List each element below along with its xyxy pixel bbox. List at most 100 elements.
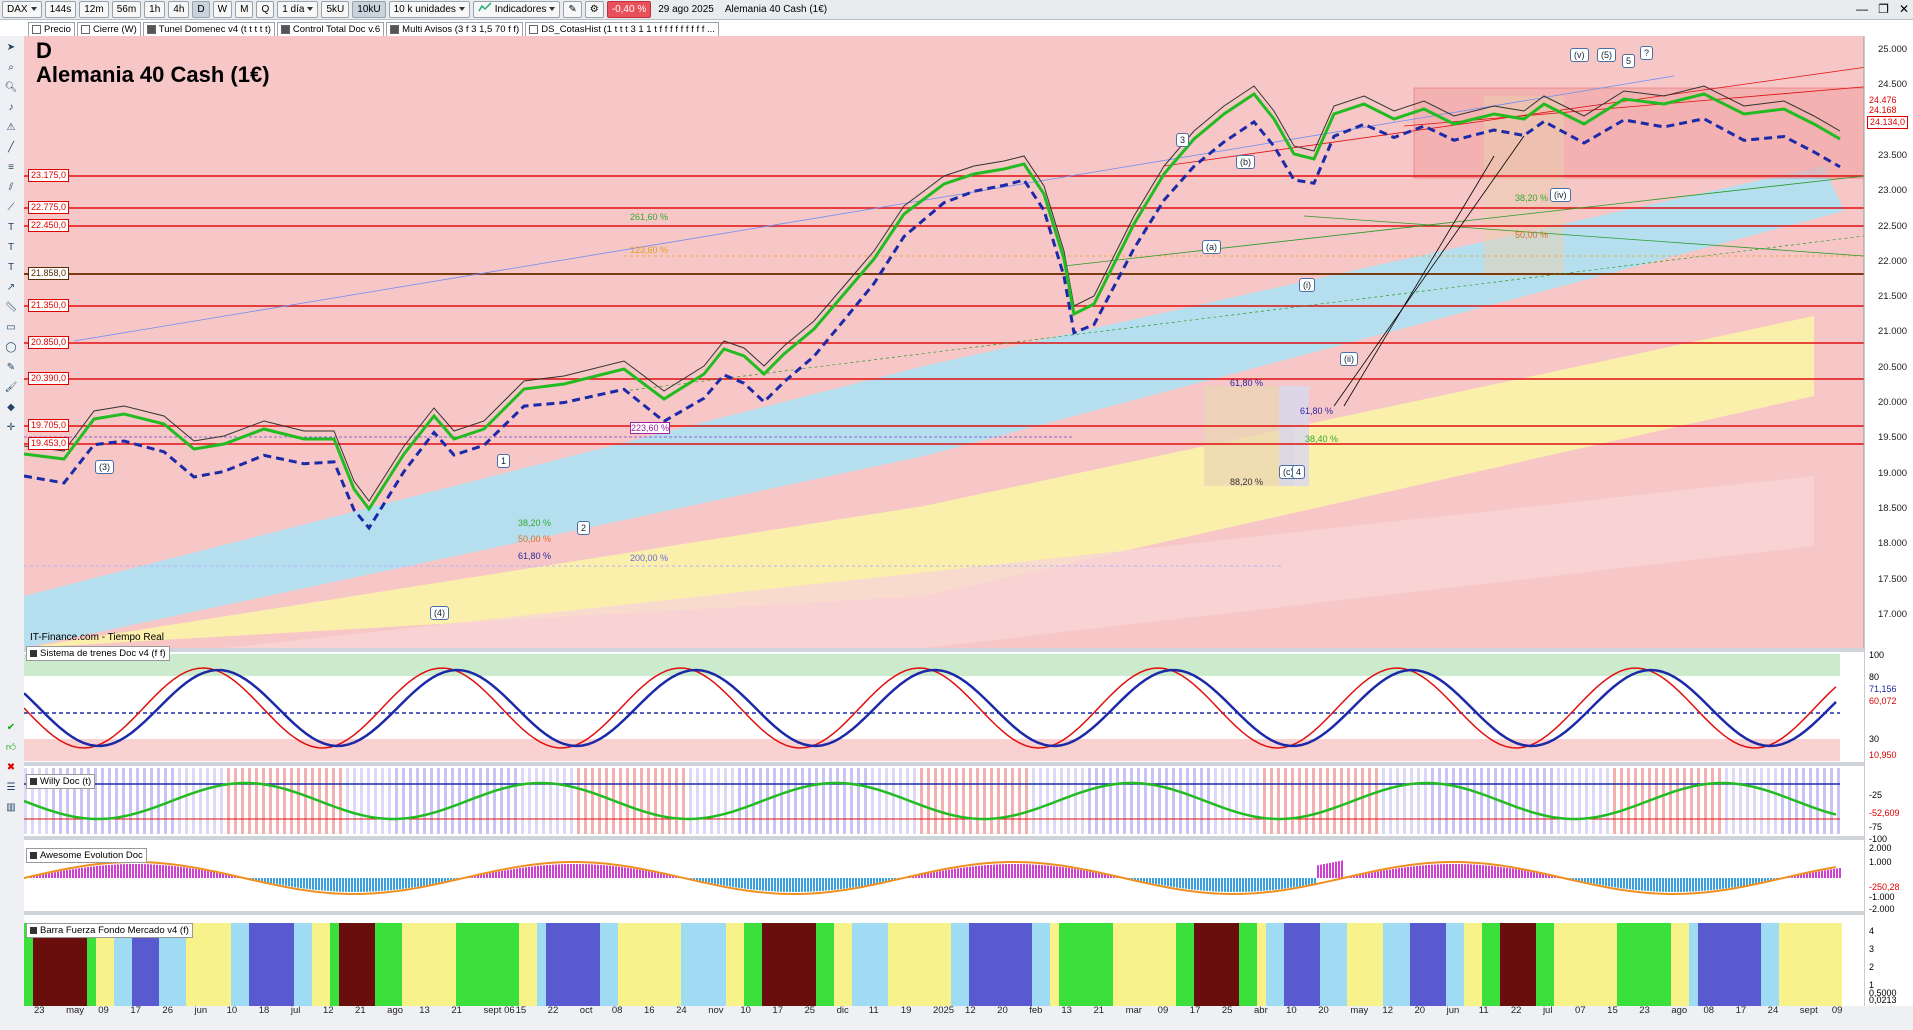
- level-tag[interactable]: 20.390,0: [28, 372, 70, 385]
- bar-chart-icon[interactable]: ▥: [6, 801, 16, 813]
- checkbox-icon[interactable]: [529, 24, 539, 34]
- checkbox-icon[interactable]: [30, 927, 37, 934]
- indicators-button[interactable]: Indicadores: [472, 1, 561, 18]
- timeframe-12m[interactable]: 12m: [79, 1, 109, 18]
- zoom-icon[interactable]: ⌕: [8, 61, 14, 73]
- willy-bar: [941, 768, 944, 834]
- awesome-bar: [1800, 874, 1802, 878]
- willy-bar: [535, 768, 538, 834]
- awesome-bar: [636, 869, 638, 878]
- tab-tunel[interactable]: Tunel Domenec v4 (t t t t t): [142, 21, 275, 37]
- awesome-bar: [1611, 878, 1613, 887]
- minimize-icon[interactable]: —: [1856, 2, 1869, 16]
- willy-title[interactable]: Willy Doc (t): [26, 774, 96, 789]
- marker-icon[interactable]: ◆: [7, 401, 15, 413]
- thumb-up-icon[interactable]: 👍︎: [5, 742, 17, 753]
- ellipse-tool-icon[interactable]: ◯: [5, 341, 17, 353]
- units-selector[interactable]: 10 k unidades: [388, 1, 470, 18]
- timeframe-144s[interactable]: 144s: [44, 1, 77, 18]
- awesome-title[interactable]: Awesome Evolution Doc: [26, 848, 147, 863]
- tab-cotashist[interactable]: DS_CotasHist (1 t t t 3 1 1 t f f f f f …: [525, 21, 719, 37]
- awesome-bar: [162, 865, 164, 878]
- text-tool-2-icon[interactable]: T: [7, 241, 15, 253]
- awesome-bar: [1047, 865, 1049, 878]
- checkbox-icon[interactable]: [30, 778, 37, 785]
- timeframe-1h[interactable]: 1h: [144, 1, 166, 18]
- arrow-tool-icon[interactable]: ↗: [6, 281, 16, 293]
- barra-bar: [1446, 923, 1455, 1006]
- tab-precio[interactable]: Precio: [28, 21, 75, 37]
- size-5ku[interactable]: 5kU: [321, 1, 350, 18]
- checkbox-icon[interactable]: [146, 24, 156, 34]
- period-selector[interactable]: 1 día: [277, 1, 319, 18]
- checkbox-icon[interactable]: [32, 24, 41, 34]
- channel-tool-icon[interactable]: ⫽: [8, 181, 14, 193]
- symbol-selector[interactable]: DAX: [2, 1, 42, 18]
- barra-bar: [870, 923, 879, 1006]
- checkbox-icon[interactable]: [30, 650, 37, 657]
- level-tag[interactable]: 22.450,0: [28, 219, 70, 232]
- awesome-bar: [126, 864, 128, 878]
- level-tag[interactable]: 19.705,0: [28, 419, 70, 432]
- magnifier-icon[interactable]: 🔍︎: [4, 81, 18, 93]
- awesome-bar: [1038, 864, 1040, 878]
- pencil-icon[interactable]: ✎: [6, 361, 16, 373]
- fib-label: 223,60 %: [630, 422, 671, 434]
- level-tag[interactable]: 21.858,0: [28, 267, 70, 280]
- timeframe-m[interactable]: M: [235, 1, 254, 18]
- checkbox-icon[interactable]: [390, 24, 400, 34]
- size-10ku[interactable]: 10kU: [352, 1, 386, 18]
- willy-bar: [486, 768, 489, 834]
- check-icon[interactable]: ✔: [6, 721, 16, 733]
- checkbox-icon[interactable]: [280, 24, 290, 34]
- willy-bar: [1151, 768, 1154, 834]
- trenes-title[interactable]: Sistema de trenes Doc v4 (f f): [26, 646, 170, 661]
- list-icon[interactable]: ☰: [6, 781, 16, 793]
- tab-multi-avisos[interactable]: Multi Avisos (3 f 3 1,5 70 f f): [386, 21, 524, 37]
- tab-control-total[interactable]: Control Total Doc v.6: [276, 21, 385, 37]
- crosshair-icon[interactable]: ✛: [6, 421, 16, 433]
- bell-icon[interactable]: ♪: [8, 101, 14, 113]
- timeframe-4h[interactable]: 4h: [168, 1, 190, 18]
- level-tag[interactable]: 23.175,0: [28, 169, 70, 182]
- line-tool-icon[interactable]: ╱: [7, 141, 15, 153]
- delete-icon[interactable]: ✖: [6, 761, 16, 773]
- rect-tool-icon[interactable]: ▭: [6, 321, 16, 333]
- date-tick: 21: [1093, 1005, 1105, 1016]
- fib-tool-icon[interactable]: ≡: [8, 161, 14, 173]
- timeframe-56m[interactable]: 56m: [111, 1, 142, 18]
- barra-bar: [1824, 923, 1833, 1006]
- brush-icon[interactable]: 🖌︎: [4, 381, 18, 393]
- timeframe-d[interactable]: D: [192, 1, 210, 18]
- awesome-bar: [1014, 864, 1016, 878]
- awesome-bar: [1797, 875, 1799, 878]
- text-tool-icon[interactable]: T: [7, 221, 15, 233]
- trend-tool-icon[interactable]: ⟋: [7, 201, 15, 213]
- timeframe-q[interactable]: Q: [256, 1, 275, 18]
- willy-bar: [430, 768, 433, 834]
- settings-icon[interactable]: ⚙: [584, 1, 604, 18]
- awesome-bar: [132, 864, 134, 878]
- awesome-bar: [540, 865, 542, 878]
- date-tick: 10: [1286, 1005, 1297, 1016]
- edit-icon[interactable]: ✎: [563, 1, 582, 18]
- barra-title[interactable]: Barra Fuerza Fondo Mercado v4 (f): [26, 923, 193, 938]
- level-tag[interactable]: 21.350,0: [28, 299, 70, 312]
- price-chart[interactable]: [24, 36, 1913, 1030]
- cursor-icon[interactable]: ➤: [6, 41, 16, 53]
- close-icon[interactable]: ✕: [1898, 2, 1909, 16]
- text-tool-3-icon[interactable]: T: [7, 261, 15, 273]
- willy-bar: [1557, 768, 1560, 834]
- checkbox-icon[interactable]: [80, 24, 90, 34]
- warning-icon[interactable]: ⚠: [6, 121, 16, 133]
- level-tag[interactable]: 19.453,0: [28, 437, 70, 450]
- ema-series: [24, 117, 1841, 531]
- restore-icon[interactable]: ❐: [1878, 2, 1889, 16]
- tab-cierre[interactable]: Cierre (W): [76, 21, 141, 37]
- checkbox-icon[interactable]: [30, 852, 37, 859]
- ruler-icon[interactable]: 📏︎: [4, 301, 18, 313]
- timeframe-w[interactable]: W: [212, 1, 233, 18]
- level-tag[interactable]: 22.775,0: [28, 201, 70, 214]
- awesome-bar: [933, 872, 935, 878]
- level-tag[interactable]: 20.850,0: [28, 336, 70, 349]
